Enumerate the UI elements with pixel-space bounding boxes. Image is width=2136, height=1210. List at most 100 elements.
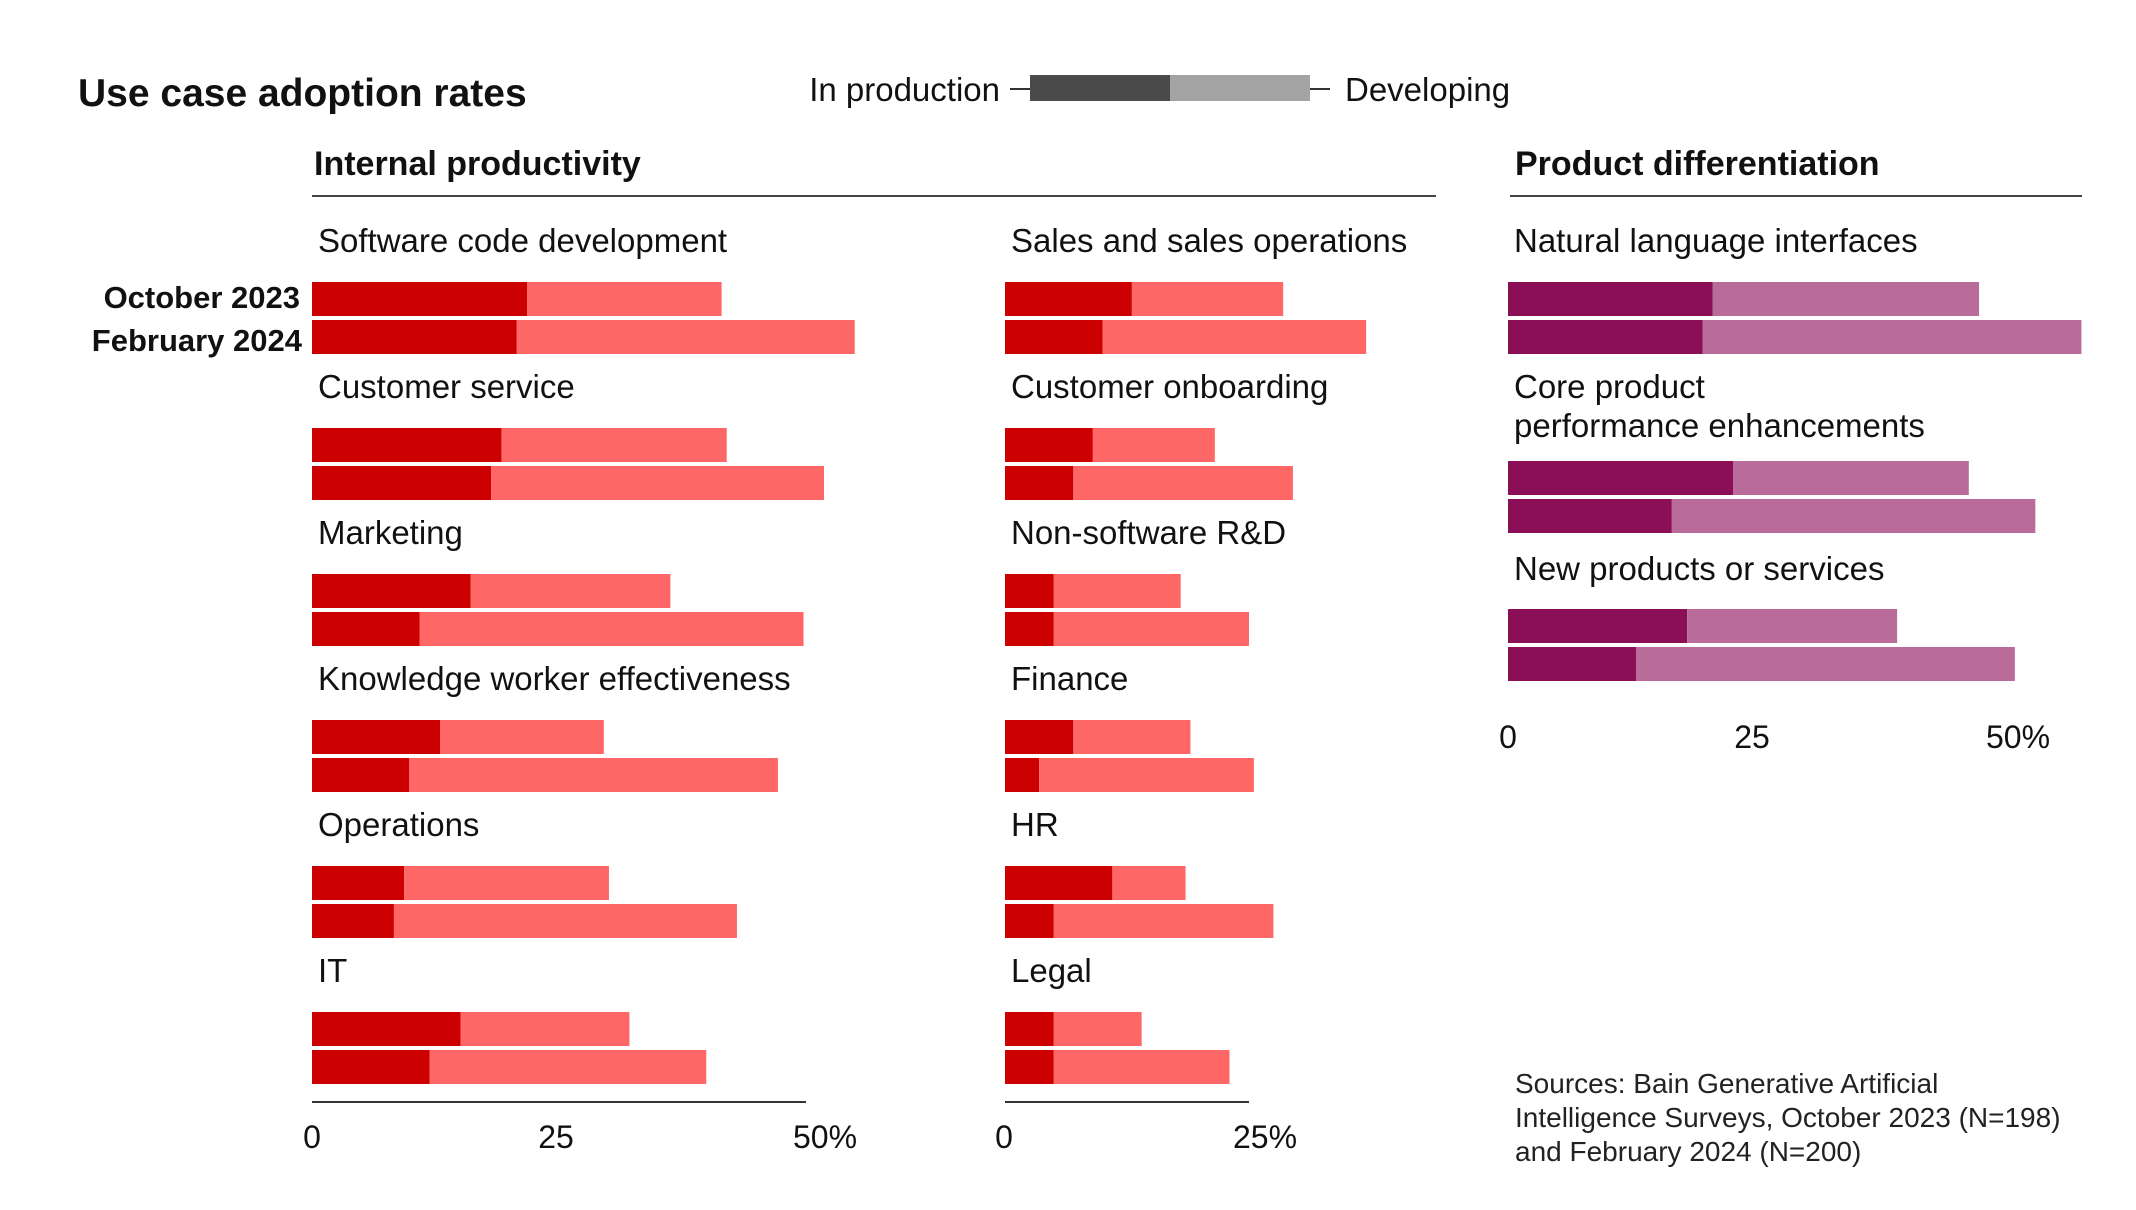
bar-production-customer-onboarding-october-2023 xyxy=(1005,428,1093,462)
x-tick-label-1-1: 25% xyxy=(1233,1119,1297,1155)
bar-production-core-product-performance-enhancements-october-2023 xyxy=(1508,461,1734,495)
bar-developing-operations-october-2023 xyxy=(404,866,609,900)
bar-developing-legal-february-2024 xyxy=(1053,1050,1230,1084)
bar-developing-finance-october-2023 xyxy=(1073,720,1191,754)
bar-developing-core-product-performance-enhancements-october-2023 xyxy=(1733,461,1969,495)
panel-product-differentiation-2: Natural language interfaces Core productp… xyxy=(1499,222,2082,755)
bar-developing-hr-october-2023 xyxy=(1112,866,1186,900)
legend-label-developing: Developing xyxy=(1345,71,1510,108)
bar-developing-marketing-october-2023 xyxy=(470,574,671,608)
panel-internal-productivity-1: Sales and sales operations Customer onboa… xyxy=(995,222,1407,1155)
section-title-product: Product differentiation xyxy=(1515,145,1880,183)
bar-production-natural-language-interfaces-october-2023 xyxy=(1508,282,1713,316)
bar-developing-marketing-february-2024 xyxy=(419,612,804,646)
chart-panels: Software code development Customer servic… xyxy=(303,222,2082,1155)
x-tick-label-0-2: 50% xyxy=(793,1119,857,1155)
x-tick-label-0-0: 0 xyxy=(303,1119,321,1155)
panel-internal-productivity-0: Software code development Customer servic… xyxy=(303,222,857,1155)
bar-developing-new-products-or-services-february-2024 xyxy=(1636,647,2015,681)
bar-production-sales-and-sales-operations-october-2023 xyxy=(1005,282,1132,316)
bar-production-it-october-2023 xyxy=(312,1012,461,1046)
bar-production-software-code-development-february-2024 xyxy=(312,320,517,354)
bar-developing-legal-october-2023 xyxy=(1053,1012,1142,1046)
category-label-customer-onboarding: Customer onboarding xyxy=(1011,368,1328,405)
bar-production-finance-february-2024 xyxy=(1005,758,1040,792)
legend-swatch-production xyxy=(1030,75,1170,101)
bar-developing-non-software-r-d-february-2024 xyxy=(1053,612,1249,646)
category-label-customer-service: Customer service xyxy=(318,368,575,405)
category-label-natural-language-interfaces: Natural language interfaces xyxy=(1514,222,1918,259)
bar-production-non-software-r-d-october-2023 xyxy=(1005,574,1054,608)
bar-production-legal-october-2023 xyxy=(1005,1012,1054,1046)
category-label-hr: HR xyxy=(1011,806,1059,843)
legend-label-production: In production xyxy=(809,71,1000,108)
bar-developing-it-february-2024 xyxy=(429,1050,707,1084)
bar-production-new-products-or-services-february-2024 xyxy=(1508,647,1636,681)
x-tick-label-0-1: 25 xyxy=(538,1119,574,1155)
bar-production-sales-and-sales-operations-february-2024 xyxy=(1005,320,1103,354)
category-label-core-product-performance-enhancements-line1: Core product xyxy=(1514,368,1705,405)
bar-production-new-products-or-services-october-2023 xyxy=(1508,609,1688,643)
category-label-sales-and-sales-operations: Sales and sales operations xyxy=(1011,222,1407,259)
bar-developing-software-code-development-february-2024 xyxy=(516,320,855,354)
bar-production-marketing-october-2023 xyxy=(312,574,471,608)
bar-production-hr-february-2024 xyxy=(1005,904,1054,938)
bar-developing-sales-and-sales-operations-october-2023 xyxy=(1131,282,1284,316)
bar-developing-software-code-development-october-2023 xyxy=(527,282,722,316)
x-tick-label-2-2: 50% xyxy=(1986,719,2050,755)
source-line-1: Sources: Bain Generative Artificial xyxy=(1515,1068,1938,1099)
bar-production-it-february-2024 xyxy=(312,1050,430,1084)
category-label-it: IT xyxy=(318,952,347,989)
bar-production-customer-service-february-2024 xyxy=(312,466,492,500)
bar-production-customer-onboarding-february-2024 xyxy=(1005,466,1074,500)
category-label-operations: Operations xyxy=(318,806,479,843)
x-tick-label-1-0: 0 xyxy=(995,1119,1013,1155)
bar-developing-knowledge-worker-effectiveness-october-2023 xyxy=(440,720,604,754)
bar-production-operations-october-2023 xyxy=(312,866,405,900)
period-label-feb-2024: February 2024 xyxy=(92,323,303,358)
category-label-finance: Finance xyxy=(1011,660,1128,697)
category-label-marketing: Marketing xyxy=(318,514,463,551)
category-label-core-product-performance-enhancements-line2: performance enhancements xyxy=(1514,407,1925,444)
bar-developing-customer-onboarding-february-2024 xyxy=(1073,466,1293,500)
category-label-new-products-or-services: New products or services xyxy=(1514,550,1884,587)
category-label-software-code-development: Software code development xyxy=(318,222,727,259)
bar-production-finance-october-2023 xyxy=(1005,720,1074,754)
bar-developing-customer-service-october-2023 xyxy=(501,428,727,462)
bar-developing-customer-service-february-2024 xyxy=(491,466,824,500)
bar-developing-core-product-performance-enhancements-february-2024 xyxy=(1671,499,2036,533)
period-label-oct-2023: October 2023 xyxy=(104,280,300,315)
bar-production-non-software-r-d-february-2024 xyxy=(1005,612,1054,646)
legend: In production Developing xyxy=(809,71,1510,108)
bar-production-legal-february-2024 xyxy=(1005,1050,1054,1084)
legend-swatch-developing xyxy=(1170,75,1310,101)
bar-developing-customer-onboarding-october-2023 xyxy=(1092,428,1215,462)
bar-developing-sales-and-sales-operations-february-2024 xyxy=(1102,320,1367,354)
x-tick-label-2-0: 0 xyxy=(1499,719,1517,755)
section-title-internal: Internal productivity xyxy=(314,145,641,183)
bar-production-marketing-february-2024 xyxy=(312,612,420,646)
bar-developing-new-products-or-services-october-2023 xyxy=(1687,609,1898,643)
bar-developing-hr-february-2024 xyxy=(1053,904,1274,938)
bar-production-knowledge-worker-effectiveness-october-2023 xyxy=(312,720,440,754)
source-note: Sources: Bain Generative Artificial Inte… xyxy=(1515,1068,2068,1167)
bar-developing-knowledge-worker-effectiveness-february-2024 xyxy=(409,758,778,792)
bar-developing-natural-language-interfaces-october-2023 xyxy=(1712,282,1980,316)
bar-production-hr-october-2023 xyxy=(1005,866,1113,900)
bar-developing-finance-february-2024 xyxy=(1039,758,1254,792)
bar-production-customer-service-october-2023 xyxy=(312,428,502,462)
bar-production-operations-february-2024 xyxy=(312,904,394,938)
category-label-knowledge-worker-effectiveness: Knowledge worker effectiveness xyxy=(318,660,791,697)
source-line-3: and February 2024 (N=200) xyxy=(1515,1136,1861,1167)
bar-developing-it-october-2023 xyxy=(460,1012,630,1046)
category-label-non-software-r-d: Non-software R&D xyxy=(1011,514,1286,551)
bar-developing-natural-language-interfaces-february-2024 xyxy=(1702,320,2082,354)
source-line-2: Intelligence Surveys, October 2023 (N=19… xyxy=(1515,1102,2061,1133)
bar-production-natural-language-interfaces-february-2024 xyxy=(1508,320,1703,354)
bar-production-software-code-development-october-2023 xyxy=(312,282,528,316)
bar-production-core-product-performance-enhancements-february-2024 xyxy=(1508,499,1672,533)
category-label-legal: Legal xyxy=(1011,952,1092,989)
bar-production-knowledge-worker-effectiveness-february-2024 xyxy=(312,758,410,792)
x-tick-label-2-1: 25 xyxy=(1734,719,1770,755)
